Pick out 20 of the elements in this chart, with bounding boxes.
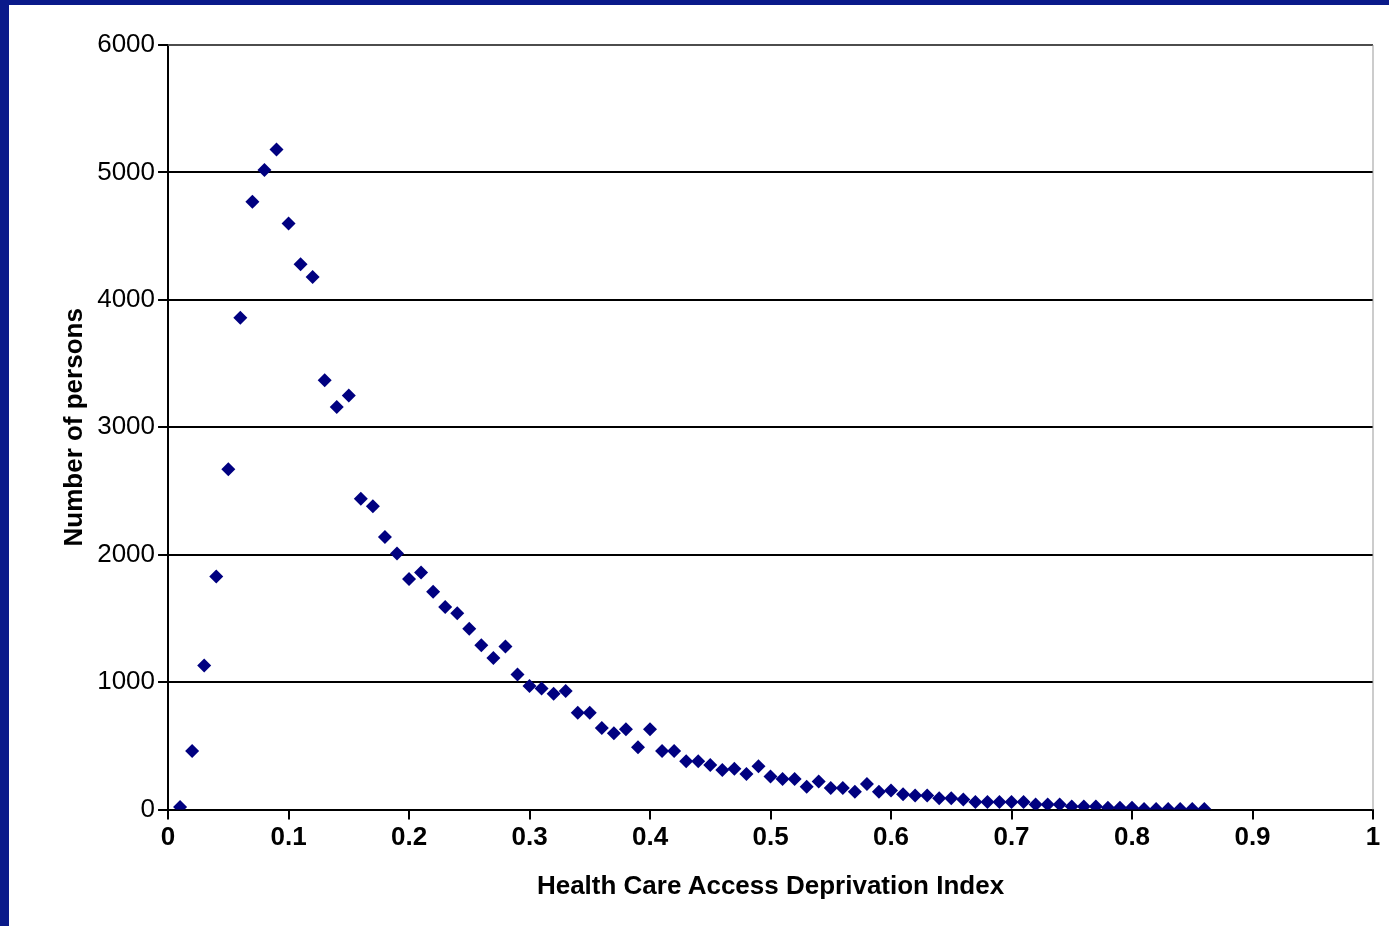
x-tick-label: 0.3 bbox=[511, 821, 548, 852]
x-tick-label: 0.4 bbox=[631, 821, 669, 852]
y-axis-title: Number of persons bbox=[57, 308, 88, 547]
y-tick-label: 3000 bbox=[97, 410, 156, 441]
x-axis-title: Health Care Access Deprivation Index bbox=[536, 869, 1005, 900]
x-tick-label: 0.2 bbox=[390, 821, 428, 852]
x-tick-label: 0.1 bbox=[270, 821, 307, 852]
y-tick-label: 1000 bbox=[97, 665, 156, 696]
x-tick-label: 0.5 bbox=[752, 821, 789, 852]
y-tick-label: 6000 bbox=[97, 28, 156, 59]
x-tick-label: 0.7 bbox=[993, 821, 1030, 852]
x-tick-label: 0.6 bbox=[872, 821, 910, 852]
x-tick-label: 1 bbox=[1365, 821, 1381, 852]
y-tick-label: 2000 bbox=[97, 537, 156, 568]
y-tick-label: 4000 bbox=[97, 283, 156, 314]
y-tick-label: 0 bbox=[140, 792, 156, 823]
x-tick-label: 0.8 bbox=[1113, 821, 1151, 852]
x-tick-label: 0 bbox=[160, 821, 176, 852]
x-tick-label: 0.9 bbox=[1234, 821, 1271, 852]
y-tick-label: 5000 bbox=[97, 155, 156, 186]
